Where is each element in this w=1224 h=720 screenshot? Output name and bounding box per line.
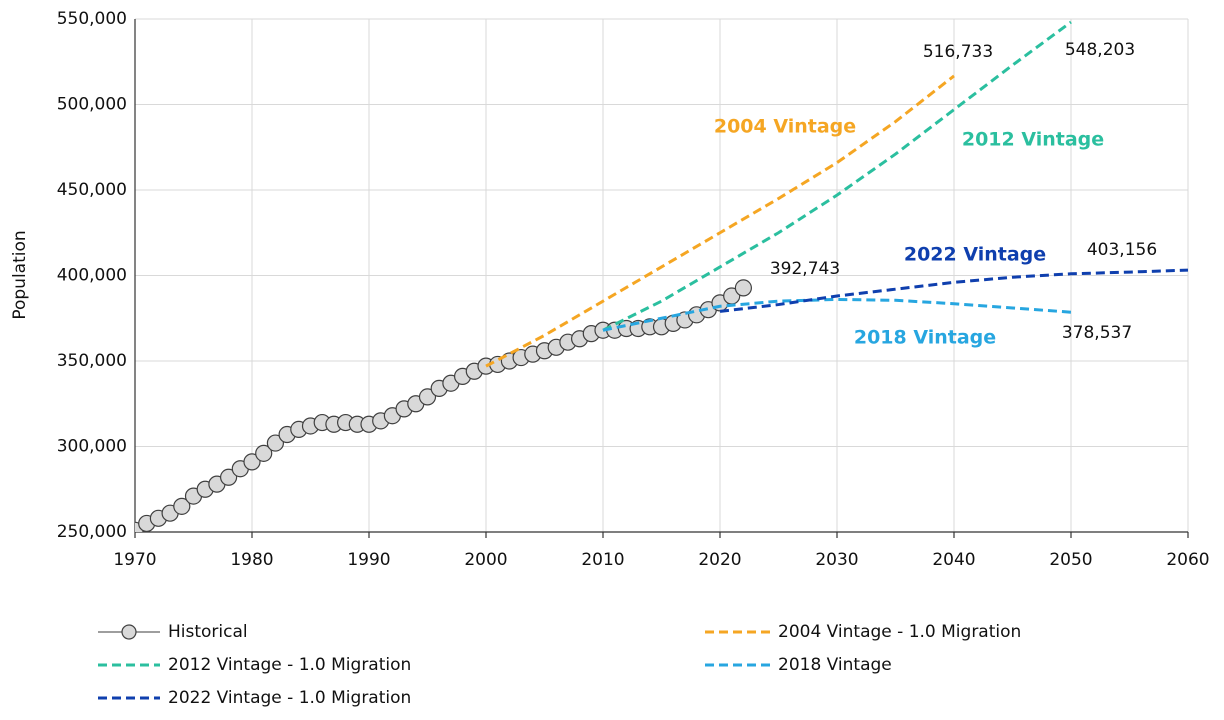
x-tick-label: 1980 [230,550,273,570]
series-line [602,297,1072,332]
legend-label: 2012 Vintage - 1.0 Migration [168,655,411,675]
y-tick-label: 500,000 [57,95,127,115]
plot-area [135,20,1188,532]
end-label: 403,156 [1087,240,1157,260]
legend-label: Historical [168,622,248,642]
y-tick-label: 350,000 [57,351,127,371]
y-tick-label: 450,000 [57,180,127,200]
x-tick-label: 2000 [464,550,507,570]
legend-label: 2004 Vintage - 1.0 Migration [778,622,1021,642]
marker [243,453,261,471]
y-tick-label: 250,000 [57,522,127,542]
x-tick-label: 1970 [113,550,156,570]
y-axis-title: Population [10,230,30,319]
marker [173,497,191,515]
annotation: 2012 Vintage [962,129,1104,151]
y-tick-label: 300,000 [57,437,127,457]
annotation: 2022 Vintage [904,244,1046,266]
marker [220,468,238,486]
legend-label: 2022 Vintage - 1.0 Migration [168,688,411,708]
x-tick-label: 2030 [815,550,858,570]
y-tick-label: 400,000 [57,266,127,286]
end-label: 516,733 [923,42,993,62]
x-tick-label: 1990 [347,550,390,570]
y-tick-label: 550,000 [57,9,127,29]
end-label: 548,203 [1065,40,1135,60]
x-tick-label: 2050 [1049,550,1092,570]
annotation: 2004 Vintage [714,116,856,138]
end-label: 392,743 [770,259,840,279]
x-tick-label: 2040 [932,550,975,570]
end-label: 378,537 [1062,323,1132,343]
marker [255,444,273,462]
x-tick-label: 2060 [1166,550,1209,570]
series-line [485,74,955,368]
legend-marker [121,624,137,640]
series-line [602,20,1072,332]
series-line [719,268,1188,313]
marker [266,434,284,452]
marker [418,388,437,406]
marker [734,279,753,297]
annotation: 2018 Vintage [854,327,996,349]
x-tick-label: 2010 [581,550,624,570]
x-tick-label: 2020 [698,550,741,570]
legend-label: 2018 Vintage [778,655,892,675]
